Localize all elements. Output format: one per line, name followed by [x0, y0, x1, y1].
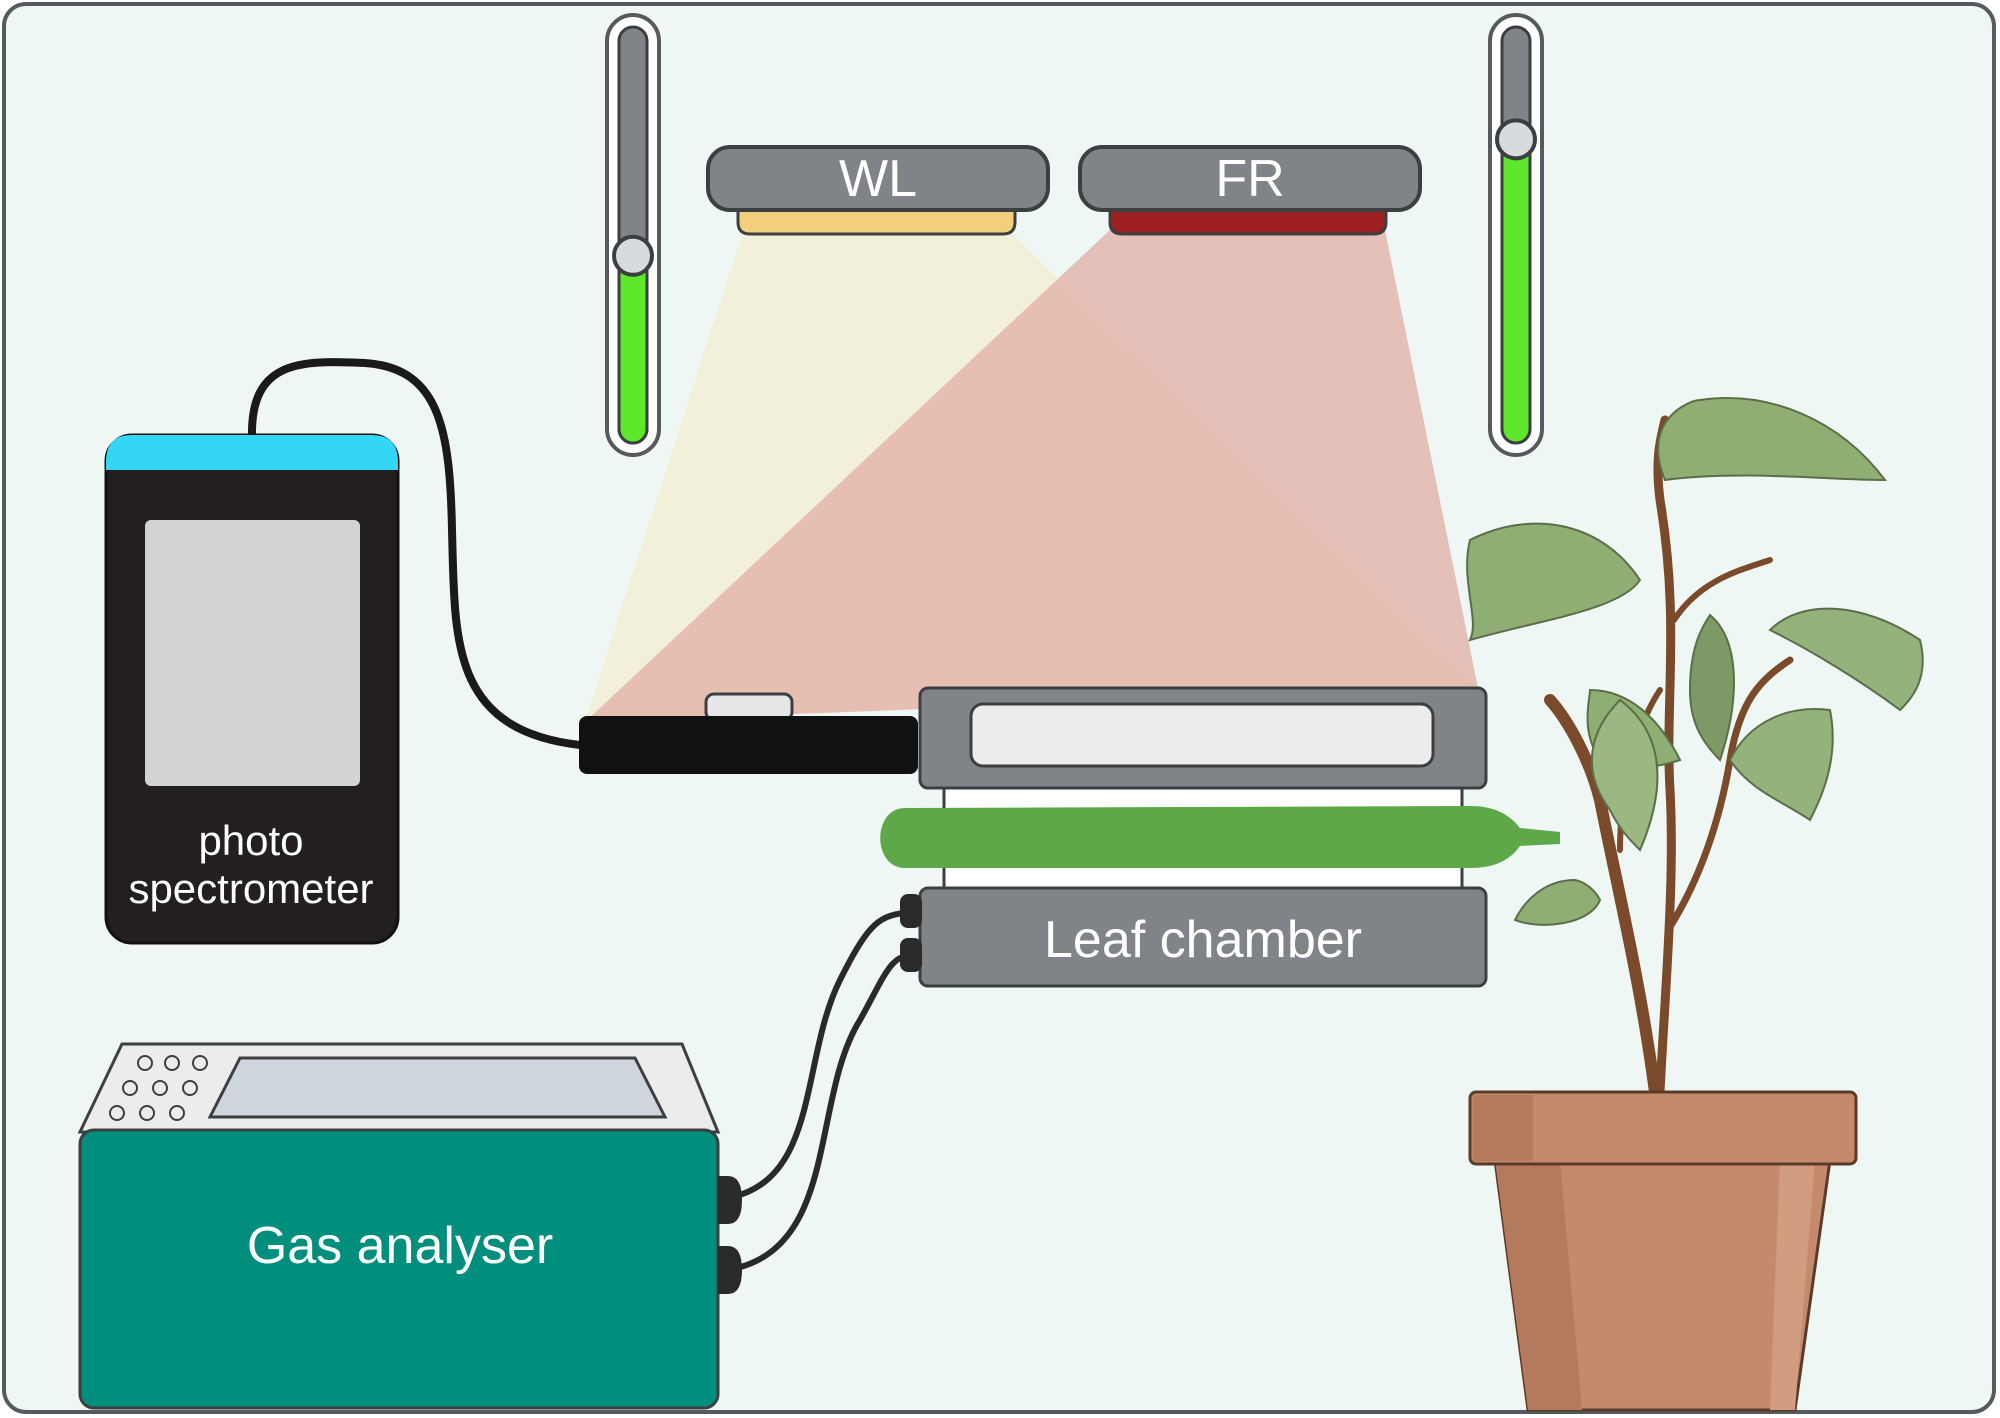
plant-leaf — [1728, 708, 1834, 822]
plant-leaf — [1688, 613, 1735, 762]
fr-slider-fill — [1500, 137, 1532, 445]
fr-lamp-label: FR — [1215, 150, 1284, 208]
spectrometer-cable — [247, 358, 584, 749]
photospectrometer-screen — [145, 520, 360, 786]
photospectrometer: photo spectrometer — [104, 433, 400, 945]
potted-plant-icon — [1466, 397, 1924, 1412]
wl-lamp-light — [736, 206, 1017, 236]
plant-stem — [1671, 557, 1773, 623]
analyser-port-lower — [718, 1246, 742, 1294]
analyser-button[interactable] — [164, 1055, 180, 1071]
wl-slider-fill — [617, 254, 649, 445]
wl-slider[interactable] — [605, 13, 661, 457]
plant-stem — [1653, 415, 1676, 1097]
analyser-button[interactable] — [137, 1055, 153, 1071]
wl-slider-knob[interactable] — [612, 234, 654, 277]
plant-leaf — [1768, 607, 1924, 712]
plant-pot-rim — [1468, 1090, 1858, 1166]
plant-pot-rim-shade — [1473, 1095, 1533, 1161]
gas-analyser: Gas analyser — [77, 1042, 742, 1410]
fr-lamp-light — [1108, 203, 1388, 236]
wl-lamp-label: WL — [839, 150, 917, 208]
plant-leaf — [1657, 397, 1888, 482]
analyser-screen — [207, 1056, 668, 1119]
fr-slider-knob[interactable] — [1495, 118, 1537, 161]
fr-beam — [585, 230, 1478, 722]
analyser-button[interactable] — [152, 1080, 168, 1096]
analyser-button[interactable] — [109, 1105, 125, 1121]
gas-line-upper — [727, 909, 913, 1201]
analyser-button[interactable] — [169, 1105, 185, 1121]
chamber-port-lower — [900, 938, 922, 972]
photospectrometer-label-line2: spectrometer — [128, 865, 373, 912]
leaf-chamber: Leaf chamber — [880, 686, 1560, 988]
photospectrometer-top-band — [106, 435, 398, 470]
sensor-bar — [579, 716, 918, 774]
wl-lamp-housing — [706, 145, 1050, 212]
analyser-button[interactable] — [182, 1080, 198, 1096]
chamber-lower-block — [918, 886, 1488, 988]
photospectrometer-label-line1: photo — [198, 817, 303, 864]
chamber-window — [969, 702, 1435, 768]
plant-leaf — [1466, 522, 1642, 642]
plant-leaf — [1590, 698, 1659, 852]
gas-analyser-label: Gas analyser — [247, 1217, 553, 1275]
analyser-button[interactable] — [139, 1105, 155, 1121]
analyser-button[interactable] — [192, 1055, 208, 1071]
light-sensor-icon — [579, 692, 918, 774]
analyser-button[interactable] — [122, 1080, 138, 1096]
wl-lamp: WL — [706, 145, 1050, 236]
fr-lamp: FR — [1078, 145, 1422, 236]
analyser-port-upper — [718, 1176, 742, 1224]
fr-lamp-housing — [1078, 145, 1422, 212]
fr-slider[interactable] — [1488, 13, 1544, 457]
plant-leaf — [1513, 878, 1602, 926]
plant-pot-shade — [1495, 1160, 1582, 1410]
gas-line-lower — [727, 952, 913, 1273]
plant-stem — [1544, 694, 1661, 1098]
plant-pot-highlight — [1770, 1160, 1815, 1410]
chamber-port-upper — [900, 894, 922, 928]
analyser-buttons[interactable] — [109, 1055, 208, 1121]
leaf-in-chamber — [880, 806, 1560, 868]
leaf-chamber-label: Leaf chamber — [1044, 911, 1362, 969]
